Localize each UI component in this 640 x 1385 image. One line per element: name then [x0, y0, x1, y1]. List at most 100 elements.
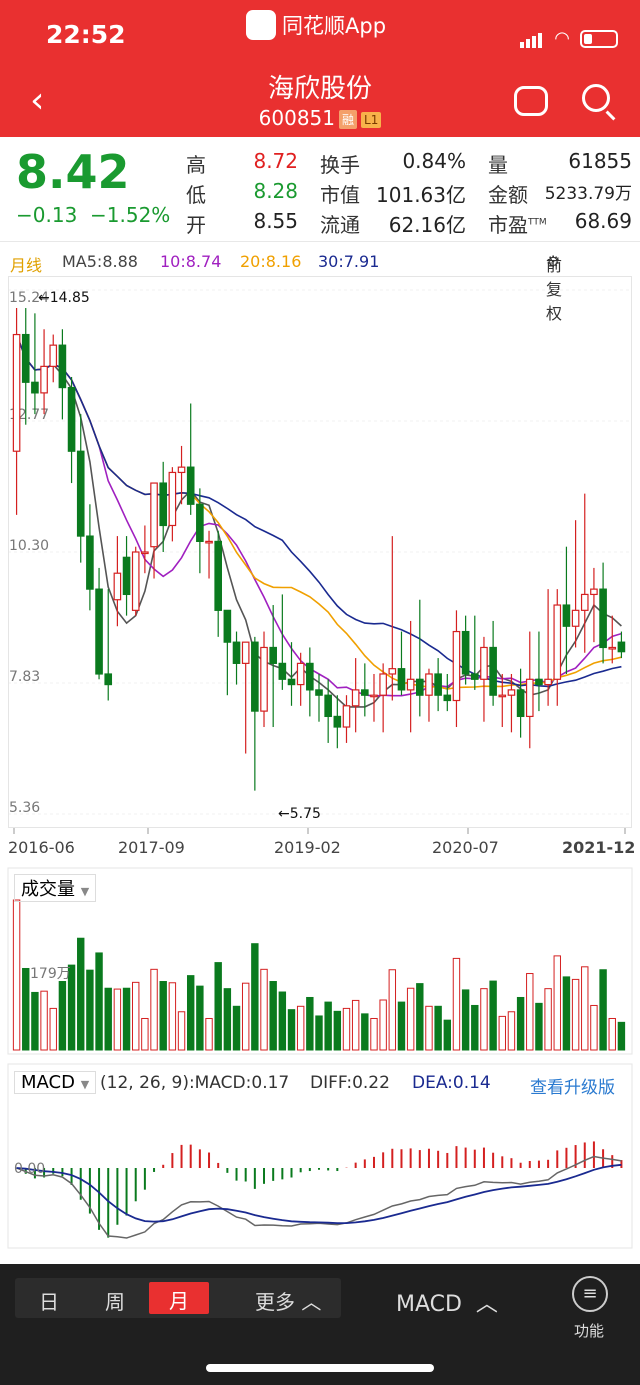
status-bar: 22:52 同花顺App ◠ [0, 0, 640, 62]
candle-body [425, 673, 433, 696]
volume-bar [186, 975, 195, 1051]
macd-label: MACD [21, 1072, 75, 1093]
volume-bar [516, 996, 525, 1051]
stock-code: 600851 [258, 106, 335, 130]
volume-bar [406, 987, 415, 1051]
amount-label: 金额 [488, 183, 528, 207]
ma5-label: MA5:8.88 [62, 252, 138, 271]
candle-body [205, 540, 213, 544]
mcap-value: 101.63亿 [376, 183, 466, 207]
max-price-annotation: ←14.85 [38, 290, 90, 306]
candle-body [287, 678, 296, 686]
volume-bar [205, 1017, 213, 1051]
candle-body [196, 503, 204, 542]
volume-bar [526, 973, 534, 1051]
assistant-robot-icon[interactable] [514, 86, 548, 116]
candle-body [342, 705, 351, 728]
back-icon[interactable]: ‹ [30, 80, 45, 121]
low-label: 低 [186, 183, 206, 207]
volume-bar [251, 943, 259, 1051]
period-segment: 日 周 月 更多 ︿ [15, 1278, 341, 1318]
quote-panel: 8.42 −0.13 −1.52% 高 8.72 低 8.28 开 8.55 换… [0, 137, 640, 242]
candle-body [434, 673, 442, 696]
dea-line [16, 1163, 622, 1224]
macd-upgrade-link[interactable]: 查看升级版 [530, 1078, 615, 1098]
candle-body [443, 694, 452, 702]
candle-body [269, 646, 277, 664]
volume-bar [260, 968, 268, 1051]
candle-body [397, 668, 406, 691]
chevron-down-icon: ▼ [80, 1078, 90, 1091]
volume-bar [232, 1005, 241, 1051]
volume-axis-label: 179万 [30, 966, 71, 982]
high-label: 高 [186, 153, 206, 177]
candle-body [122, 556, 131, 596]
stock-code-row: 600851 融 L1 [0, 106, 640, 130]
volume-bar [122, 987, 131, 1051]
volume-bar [443, 1019, 452, 1051]
min-price-annotation: ←5.75 [278, 806, 321, 822]
macd-diff: DIFF:0.22 [310, 1073, 390, 1093]
candle-body [361, 689, 369, 696]
volume-bar [113, 988, 122, 1051]
volume-bar [31, 991, 39, 1051]
volume-bar [58, 981, 67, 1051]
volume-bar [562, 976, 571, 1051]
candle-body [141, 551, 149, 555]
volume-value: 61855 [568, 149, 632, 173]
tab-week[interactable]: 周 [105, 1290, 125, 1314]
ma30-label: 30:7.91 [318, 252, 380, 271]
menu-icon[interactable]: ≡ [572, 1276, 608, 1312]
candle-body [168, 471, 177, 527]
candle-body [159, 482, 168, 527]
volume-bar [489, 980, 497, 1051]
date-label: 2016-06 [8, 838, 75, 857]
macd-indicator-select[interactable]: MACD ▼ [14, 1071, 97, 1094]
pe-label: 市盈TTM [488, 209, 547, 238]
tab-more[interactable]: 更多 ︿ [255, 1290, 322, 1314]
volume-bar [223, 988, 232, 1051]
candlestick-chart[interactable]: 15.2412.7710.307.835.36←14.85←5.75179万0.… [0, 0, 640, 1265]
tab-month[interactable]: 月 [149, 1282, 209, 1314]
mcap-label: 市值 [320, 183, 360, 207]
float-label: 流通 [320, 213, 360, 237]
indicator-macd-button[interactable]: MACD ︿ [396, 1292, 498, 1317]
candle-body [525, 678, 534, 718]
macd-zero-label: 0.00 [14, 1161, 45, 1177]
volume-indicator-select[interactable]: 成交量 ▼ [14, 874, 97, 902]
app-logo-icon [246, 10, 276, 40]
candle-body [86, 535, 94, 590]
volume-bar [132, 981, 140, 1051]
volume-bar [296, 1005, 305, 1051]
pe-label-text: 市盈 [488, 213, 528, 237]
volume-bar [315, 1015, 323, 1051]
volume-bar [379, 999, 387, 1051]
tab-day[interactable]: 日 [39, 1290, 59, 1314]
candle-body [608, 646, 617, 650]
candle-body [223, 609, 232, 643]
volume-bar [553, 955, 561, 1051]
candle-body [553, 604, 562, 680]
candle-body [113, 572, 122, 601]
candle-body [406, 678, 415, 691]
candle-body [260, 646, 268, 712]
volume-bar [12, 899, 21, 1051]
search-icon[interactable] [582, 84, 610, 112]
system-icons: ◠ [520, 28, 618, 49]
margin-tag: 融 [339, 110, 358, 129]
price-tick-label: 5.36 [9, 800, 40, 816]
period-label[interactable]: 月线 [10, 256, 43, 275]
candle-body [186, 466, 195, 505]
change-value: −0.13 [16, 203, 78, 227]
chevron-down-icon: ▼ [80, 885, 90, 898]
candle-body [498, 694, 507, 698]
adjust-label: 前复权 [546, 256, 563, 323]
volume-bar [104, 987, 112, 1051]
candle-body [544, 678, 552, 686]
current-price: 8.42 [16, 145, 130, 199]
candle-body [489, 646, 497, 696]
price-tick-label: 10.30 [9, 538, 49, 554]
volume-label: 成交量 [21, 879, 75, 900]
macd-params: (12, 26, 9):MACD:0.17 [100, 1073, 290, 1093]
function-label[interactable]: 功能 [574, 1322, 605, 1340]
